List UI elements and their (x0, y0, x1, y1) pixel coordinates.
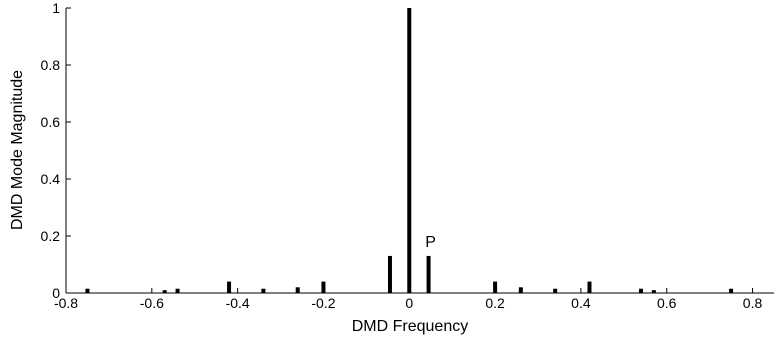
bar (729, 288, 734, 293)
bar (651, 290, 656, 293)
bar (387, 255, 392, 293)
bar (587, 281, 592, 293)
x-tick-label: 0.6 (657, 295, 677, 311)
annotation-label: P (425, 234, 436, 251)
x-tick-label: 0.2 (485, 295, 505, 311)
bar (295, 287, 300, 293)
x-tick-label: -0.6 (140, 295, 164, 311)
bar (261, 288, 266, 293)
x-axis-title: DMD Frequency (352, 318, 468, 335)
y-tick-label: 0.8 (41, 57, 61, 73)
bar (85, 288, 90, 293)
x-tick-label: -0.2 (311, 295, 335, 311)
bar (638, 288, 643, 293)
y-tick-label: 0.6 (41, 114, 61, 130)
y-tick-label: 1 (52, 0, 60, 16)
x-tick-label: 0.4 (571, 295, 591, 311)
bar (162, 290, 167, 293)
x-tick-label: -0.8 (54, 295, 78, 311)
bar (493, 281, 498, 293)
bar (321, 281, 326, 293)
bar (426, 255, 431, 293)
y-tick-label: 0 (52, 285, 60, 301)
labels: -0.8 -0.6 -0.4 -0.2 0 0.2 0.4 0.6 0.8 0 0.2 0.4 0.6 0… (41, 0, 763, 311)
y-tick-label: 0.2 (41, 228, 61, 244)
bar (553, 288, 558, 293)
x-tick-label: -0.4 (226, 295, 250, 311)
bar (407, 8, 412, 293)
bar (227, 281, 232, 293)
axes (65, 7, 774, 294)
x-tick-label: 0.8 (743, 295, 763, 311)
x-tick-label: 0 (405, 295, 413, 311)
y-axis-title: DMD Mode Magnitude (9, 70, 26, 230)
bar (518, 287, 523, 293)
bars (85, 8, 734, 293)
bar (175, 288, 180, 293)
y-tick-label: 0.4 (41, 171, 61, 187)
